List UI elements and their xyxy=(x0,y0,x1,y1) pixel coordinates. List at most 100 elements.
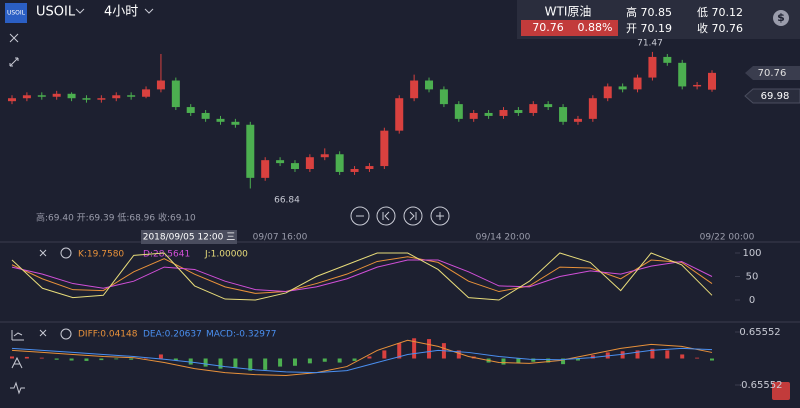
candle-body xyxy=(67,93,76,99)
draw-icon[interactable] xyxy=(11,356,23,369)
macd-bar xyxy=(218,358,223,369)
candle-body xyxy=(410,80,419,99)
candle-body xyxy=(454,104,463,119)
macd-bar xyxy=(39,357,44,359)
macd-bar xyxy=(158,354,163,359)
indicator-icon[interactable] xyxy=(11,330,24,341)
candle-body xyxy=(276,160,285,164)
kdj-line xyxy=(11,259,713,293)
candle-body xyxy=(395,98,404,131)
macd-bar xyxy=(397,343,402,359)
kdj-legend: K:19.7580 xyxy=(78,250,124,260)
macd-bar xyxy=(635,350,640,359)
symbol[interactable]: USOIL xyxy=(36,5,76,20)
candle-body xyxy=(514,110,523,113)
date-label: 09/07 16:00 xyxy=(253,233,308,243)
price-tag-text: 70.76 xyxy=(758,68,787,79)
currency-icon[interactable] xyxy=(773,10,789,26)
price-box xyxy=(521,20,618,36)
zoom-out[interactable] xyxy=(350,206,370,226)
macd-line xyxy=(11,347,713,374)
candle-body xyxy=(261,160,270,178)
macd-bar xyxy=(24,356,29,359)
macd-bar xyxy=(352,358,357,361)
expand-icon[interactable] xyxy=(9,57,19,67)
dropdown-icon[interactable] xyxy=(75,8,85,14)
macd-bar xyxy=(322,358,327,362)
badge-text: USOIL xyxy=(7,10,26,17)
price: 70.76 xyxy=(532,21,564,34)
macd-bar xyxy=(129,358,134,360)
kdj-legend: J:1.00000 xyxy=(204,250,248,260)
macd-bar xyxy=(590,355,595,359)
macd-bar xyxy=(456,350,461,359)
close-indicator[interactable] xyxy=(39,249,47,257)
candle-body xyxy=(156,80,165,90)
y-tick-label: -0.65552 xyxy=(738,380,783,391)
macd-legend: DIFF:0.04148 xyxy=(78,330,138,340)
candle-body xyxy=(559,107,568,122)
change: 0.88% xyxy=(578,21,613,34)
next[interactable] xyxy=(403,206,423,226)
macd-bar xyxy=(307,358,312,364)
y-tick-label: 0 xyxy=(749,295,755,306)
macd-bar xyxy=(561,358,566,365)
kdj-line xyxy=(11,256,713,294)
macd-bar xyxy=(173,358,178,361)
candle-body xyxy=(127,95,136,97)
candle-body xyxy=(186,107,195,113)
close-indicator[interactable] xyxy=(39,329,47,337)
alert-icon[interactable] xyxy=(772,382,790,400)
low: 低 70.12 xyxy=(697,6,743,19)
candle-body xyxy=(618,86,627,90)
candle-body xyxy=(290,163,299,170)
ohlc-info: 高:69.40 开:69.39 低:68.96 收:69.10 xyxy=(36,212,196,224)
nav-buttons xyxy=(350,206,450,226)
y-tick-label: 50 xyxy=(746,272,759,283)
candle-body xyxy=(484,112,493,116)
candle-body xyxy=(142,89,151,97)
candle-body xyxy=(499,110,508,116)
macd-bar xyxy=(650,348,655,359)
candle-body xyxy=(529,104,538,113)
macd-legend: MACD:-0.32977 xyxy=(206,330,276,340)
macd-bar xyxy=(501,358,506,365)
macd-bar xyxy=(10,356,14,359)
candle-body xyxy=(216,118,225,122)
interval[interactable]: 4小时 xyxy=(104,5,138,20)
y-tick-label: 100 xyxy=(742,248,761,259)
macd-bar xyxy=(203,358,208,367)
candle-body xyxy=(678,62,687,87)
price-tag-text: 69.98 xyxy=(761,91,790,102)
macd-bar xyxy=(69,358,74,361)
candle-body xyxy=(112,95,121,99)
candle-body xyxy=(469,112,478,119)
price-tag xyxy=(745,66,800,80)
macd-bar xyxy=(263,358,268,370)
macd-bar xyxy=(695,357,700,359)
cursor-date: 2018/09/05 12:00 三 xyxy=(143,233,236,243)
symbol-badge[interactable] xyxy=(5,3,27,23)
settings-icon[interactable] xyxy=(60,328,72,340)
candle-body xyxy=(544,104,553,108)
macd-bar xyxy=(337,358,342,363)
macd-bar xyxy=(710,358,714,361)
candle-body xyxy=(97,98,106,100)
high: 高 70.85 xyxy=(626,5,672,19)
candle-body xyxy=(425,80,434,90)
close: 收 70.76 xyxy=(697,21,743,35)
dropdown-icon[interactable] xyxy=(144,8,154,14)
wave-icon[interactable] xyxy=(10,381,25,395)
date-label: 09/22 00:00 xyxy=(700,233,755,243)
candle-body xyxy=(633,77,642,90)
macd-legend: DEA:0.20637 xyxy=(143,330,202,340)
prev[interactable] xyxy=(376,206,396,226)
open: 开 70.19 xyxy=(626,22,672,35)
zoom-in[interactable] xyxy=(430,206,450,226)
settings-icon[interactable] xyxy=(60,247,72,259)
close-icon[interactable] xyxy=(9,33,19,43)
candle-body xyxy=(663,56,672,63)
macd-bar xyxy=(84,358,89,361)
